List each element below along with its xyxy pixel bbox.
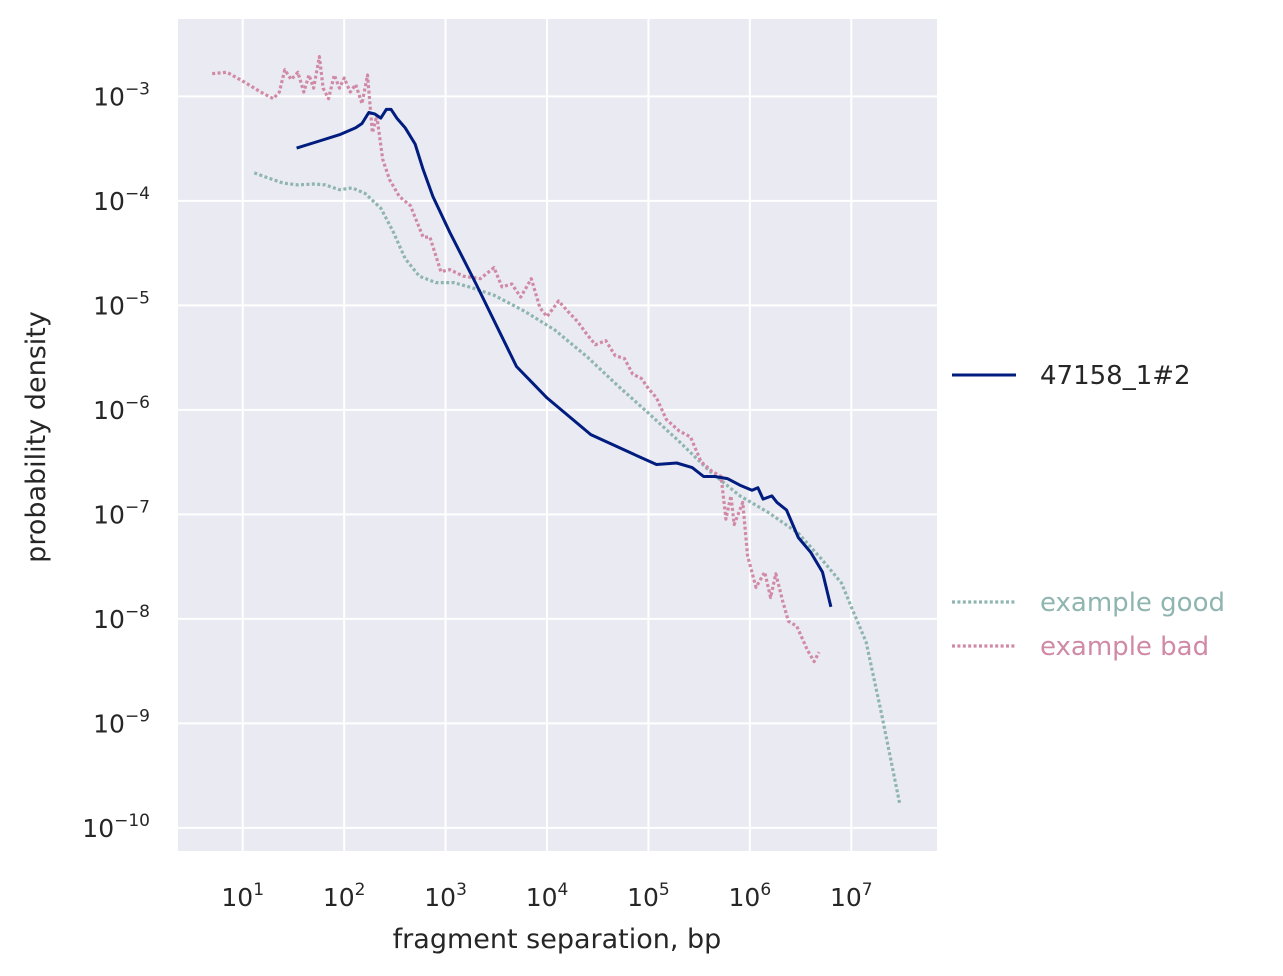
y-tick-label: 10−8 [93,602,150,634]
x-tick-label: 105 [627,880,670,912]
x-axis-title: fragment separation, bp [393,924,722,955]
y-tick-label: 10−6 [93,393,150,425]
x-tick-label: 104 [526,880,569,912]
y-tick-label: 10−4 [93,184,150,216]
y-tick-label: 10−3 [93,79,150,111]
x-tick-label: 107 [830,880,873,912]
series-layer [212,55,902,805]
x-tick-label: 103 [424,880,467,912]
legend-label: example good [1040,588,1225,618]
series-line-47158-1-2 [296,107,833,608]
x-tick-label: 101 [221,880,264,912]
series-line-example-good [253,171,902,805]
grid [178,19,937,851]
y-axis-title: probability density [21,311,52,563]
y-tick-label: 10−7 [93,497,150,529]
y-axis-ticks: 10−3 10−4 10−5 10−6 10−7 10−8 10−9 10−10 [82,79,150,842]
series-line-example-bad [212,55,821,664]
x-tick-label: 102 [323,880,366,912]
legend-label: example bad [1040,632,1209,662]
legend-label: 47158_1#2 [1040,361,1191,391]
y-tick-label: 10−10 [82,811,150,843]
y-tick-label: 10−9 [93,706,150,738]
x-tick-label: 106 [729,880,772,912]
x-axis-ticks: 101 102 103 104 105 106 107 [221,880,872,912]
y-tick-label: 10−5 [93,288,150,320]
plot-background [178,19,937,851]
